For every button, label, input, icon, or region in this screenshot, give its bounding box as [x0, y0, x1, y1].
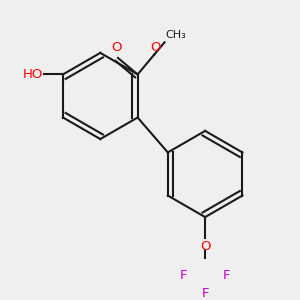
Text: F: F: [223, 269, 230, 282]
Text: O: O: [112, 41, 122, 54]
Text: CH₃: CH₃: [166, 30, 187, 40]
Text: O: O: [200, 240, 210, 254]
Text: HO: HO: [23, 68, 43, 81]
Text: F: F: [180, 269, 188, 282]
Text: F: F: [201, 287, 209, 300]
Text: O: O: [150, 40, 160, 54]
